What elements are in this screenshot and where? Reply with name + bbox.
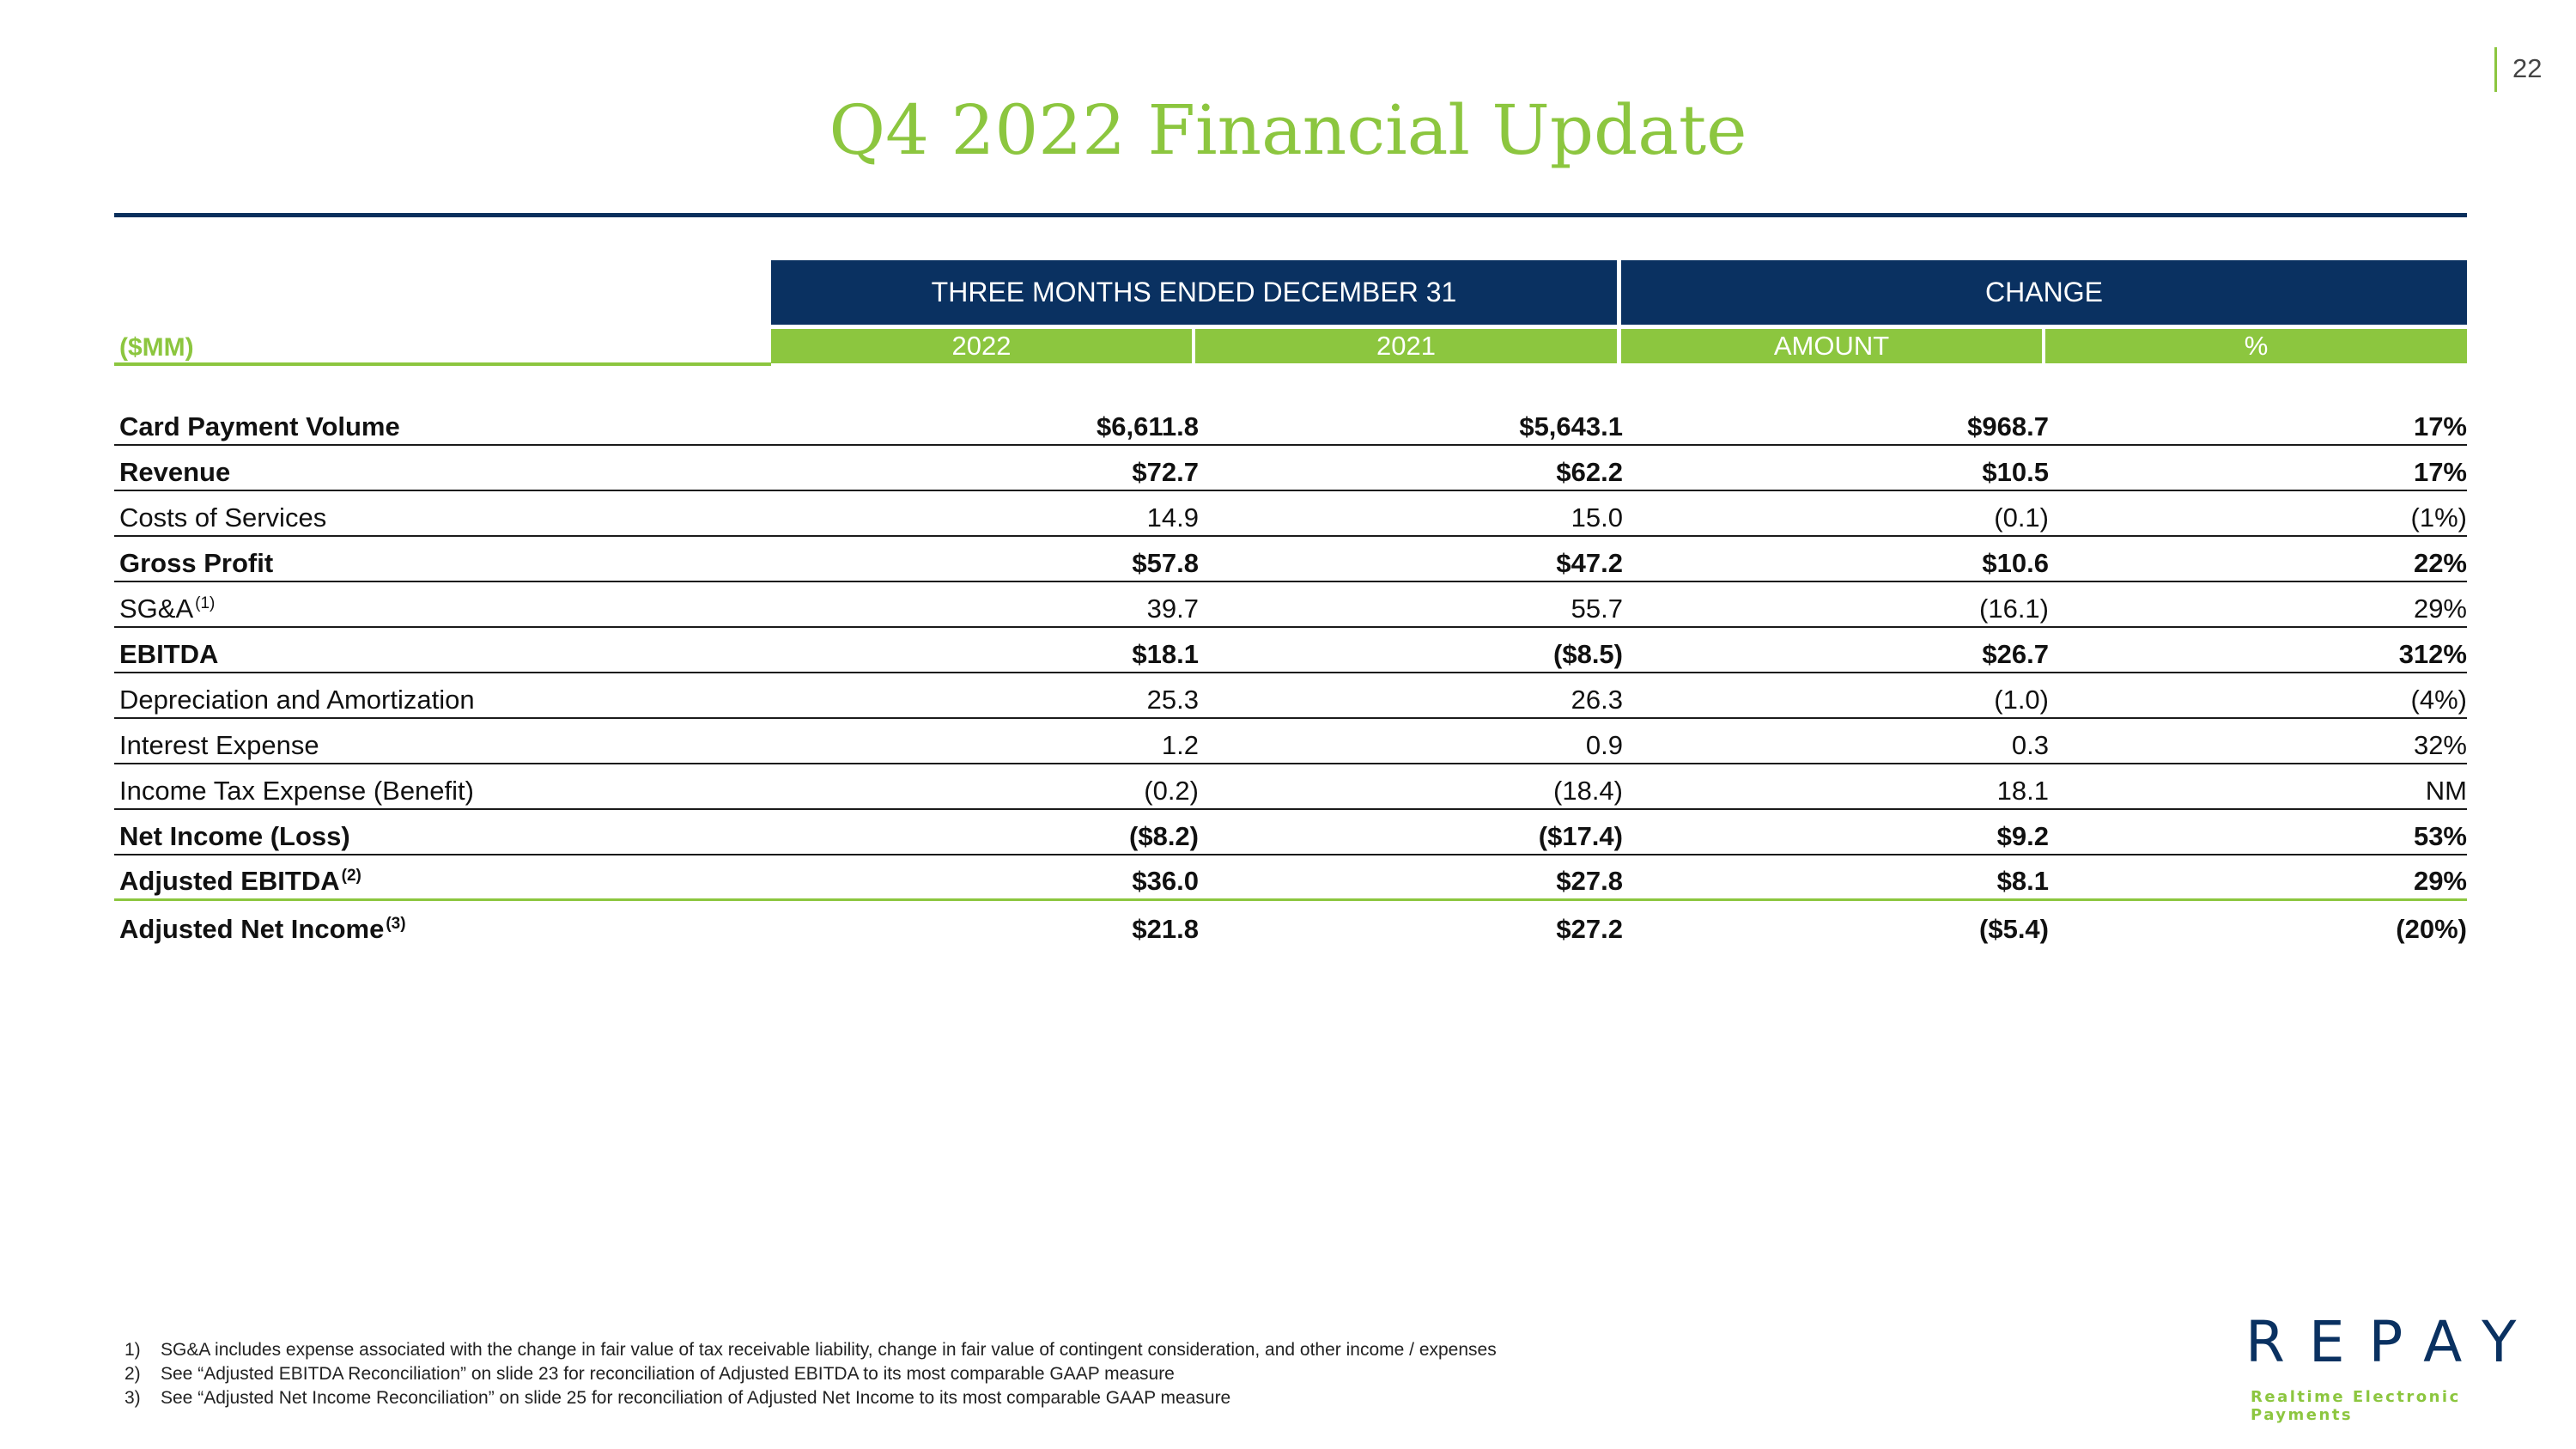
units-label: ($MM) <box>119 333 194 362</box>
row-label: Interest Expense <box>119 729 319 760</box>
cell-2022: $36.0 <box>1132 865 1199 896</box>
cell-amount: $26.7 <box>1982 638 2049 669</box>
cell-2021: 15.0 <box>1571 502 1623 533</box>
cell-amount: ($5.4) <box>1979 913 2049 944</box>
cell-pct: 29% <box>2413 865 2467 896</box>
title-divider <box>114 213 2467 217</box>
cell-pct: 17% <box>2413 456 2467 487</box>
cell-pct: 29% <box>2413 593 2467 624</box>
cell-2022: $6,611.8 <box>1097 411 1199 441</box>
cell-2021: 26.3 <box>1571 684 1623 715</box>
cell-2022: $72.7 <box>1132 456 1199 487</box>
units-underline <box>114 362 771 366</box>
cell-amount: (0.1) <box>1994 502 2049 533</box>
header-three-months: THREE MONTHS ENDED DECEMBER 31 <box>771 260 1617 325</box>
table-row: Revenue $72.7 $62.2 $10.5 17% <box>114 446 2467 491</box>
logo-tagline: Realtime Electronic Payments <box>2251 1388 2461 1424</box>
cell-2022: ($8.2) <box>1129 820 1199 851</box>
cell-amount: (16.1) <box>1979 593 2049 624</box>
footnote-number: 1) <box>125 1340 141 1360</box>
cell-2022: 39.7 <box>1146 593 1199 624</box>
table-row: Costs of Services 14.9 15.0 (0.1) (1%) <box>114 491 2467 537</box>
table-row: Income Tax Expense (Benefit) (0.2) (18.4… <box>114 764 2467 810</box>
footnote-text: See “Adjusted EBITDA Reconciliation” on … <box>161 1364 1175 1384</box>
header-change: CHANGE <box>1621 260 2467 325</box>
table-row: Adjusted EBITDA (2) $36.0 $27.8 $8.1 29% <box>114 855 2467 901</box>
cell-2022: 1.2 <box>1161 729 1199 760</box>
cell-2021: 0.9 <box>1585 729 1623 760</box>
row-label: Net Income (Loss) <box>119 820 350 851</box>
cell-2021: $62.2 <box>1556 456 1623 487</box>
cell-pct: 32% <box>2413 729 2467 760</box>
table-row: Gross Profit $57.8 $47.2 $10.6 22% <box>114 537 2467 582</box>
footnote-number: 3) <box>125 1388 141 1408</box>
col-header-pct: % <box>2045 329 2467 363</box>
cell-2021: $5,643.1 <box>1519 411 1623 441</box>
cell-amount: 0.3 <box>2011 729 2049 760</box>
row-label: Revenue <box>119 456 231 487</box>
page-number-divider <box>2494 47 2497 92</box>
cell-pct: 17% <box>2413 411 2467 441</box>
row-label: Depreciation and Amortization <box>119 684 475 715</box>
col-header-2022: 2022 <box>771 329 1192 363</box>
cell-amount: $10.5 <box>1982 456 2049 487</box>
cell-pct: NM <box>2425 775 2467 806</box>
col-header-2021: 2021 <box>1195 329 1617 363</box>
footnotes: 1) SG&A includes expense associated with… <box>125 1338 1497 1410</box>
page-number: 22 <box>2512 53 2543 83</box>
cell-pct: 53% <box>2413 820 2467 851</box>
table-row: Interest Expense 1.2 0.9 0.3 32% <box>114 719 2467 764</box>
row-label: Income Tax Expense (Benefit) <box>119 775 474 806</box>
cell-2022: (0.2) <box>1144 775 1199 806</box>
cell-amount: $968.7 <box>1967 411 2049 441</box>
row-label: Card Payment Volume <box>119 411 400 441</box>
footnote: 3) See “Adjusted Net Income Reconciliati… <box>125 1386 1497 1410</box>
table-row: Net Income (Loss) ($8.2) ($17.4) $9.2 53… <box>114 810 2467 855</box>
cell-2021: 55.7 <box>1571 593 1623 624</box>
col-header-amount: AMOUNT <box>1621 329 2042 363</box>
cell-amount: $9.2 <box>1996 820 2049 851</box>
row-label: SG&A (1) <box>119 593 216 624</box>
table-row: SG&A (1) 39.7 55.7 (16.1) 29% <box>114 582 2467 628</box>
cell-2022: 25.3 <box>1146 684 1199 715</box>
cell-2021: (18.4) <box>1553 775 1623 806</box>
cell-2022: $21.8 <box>1132 913 1199 944</box>
cell-pct: 22% <box>2413 547 2467 578</box>
repay-logo: REPAY Realtime Electronic Payments <box>2245 1309 2541 1425</box>
table-row: Adjusted Net Income (3) $21.8 $27.2 ($5.4… <box>114 901 2467 947</box>
table-row: Depreciation and Amortization 25.3 26.3 … <box>114 673 2467 719</box>
row-label: EBITDA <box>119 638 219 669</box>
table-row: EBITDA $18.1 ($8.5) $26.7 312% <box>114 628 2467 673</box>
cell-amount: $8.1 <box>1996 865 2049 896</box>
footnote-text: SG&A includes expense associated with th… <box>161 1340 1497 1360</box>
cell-2022: $18.1 <box>1132 638 1199 669</box>
footnote: 2) See “Adjusted EBITDA Reconciliation” … <box>125 1362 1497 1386</box>
cell-pct: (20%) <box>2396 913 2467 944</box>
cell-2021: ($8.5) <box>1553 638 1623 669</box>
cell-amount: 18.1 <box>1996 775 2049 806</box>
table-row: Card Payment Volume $6,611.8 $5,643.1 $9… <box>114 400 2467 446</box>
footnote-number: 2) <box>125 1364 141 1384</box>
cell-2021: $27.8 <box>1556 865 1623 896</box>
logo-wordmark: REPAY <box>2245 1309 2541 1375</box>
page-title: Q4 2022 Financial Update <box>829 90 1747 170</box>
row-label: Adjusted EBITDA (2) <box>119 865 361 896</box>
cell-amount: (1.0) <box>1994 684 2049 715</box>
cell-2022: 14.9 <box>1146 502 1199 533</box>
cell-pct: (4%) <box>2410 684 2467 715</box>
cell-2021: $47.2 <box>1556 547 1623 578</box>
footnote-text: See “Adjusted Net Income Reconciliation”… <box>161 1388 1231 1408</box>
financial-table: Card Payment Volume $6,611.8 $5,643.1 $9… <box>114 400 2467 947</box>
row-label: Costs of Services <box>119 502 327 533</box>
cell-2021: ($17.4) <box>1538 820 1623 851</box>
row-label: Adjusted Net Income (3) <box>119 913 406 944</box>
cell-pct: 312% <box>2398 638 2467 669</box>
footnote: 1) SG&A includes expense associated with… <box>125 1338 1497 1362</box>
cell-amount: $10.6 <box>1982 547 2049 578</box>
cell-pct: (1%) <box>2410 502 2467 533</box>
cell-2021: $27.2 <box>1556 913 1623 944</box>
row-label: Gross Profit <box>119 547 274 578</box>
cell-2022: $57.8 <box>1132 547 1199 578</box>
